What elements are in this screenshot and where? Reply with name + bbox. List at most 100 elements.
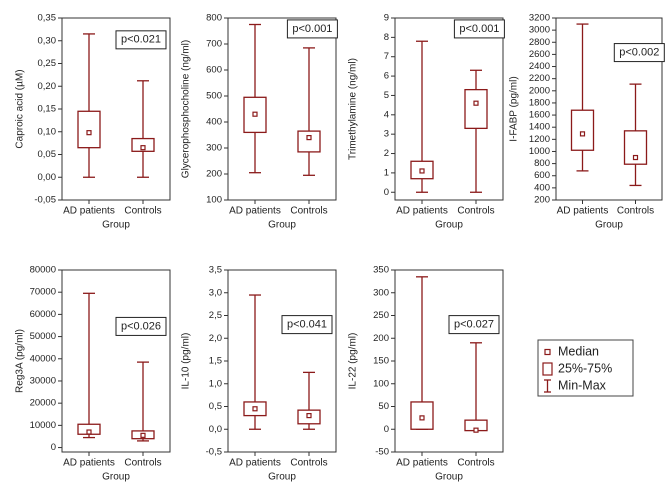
plot-frame <box>227 269 337 453</box>
y-tick-label: 50 <box>378 401 389 412</box>
y-tick-label: -50 <box>375 447 389 458</box>
x-tick-label: AD patients <box>557 206 609 217</box>
y-tick-label: 3000 <box>529 25 550 36</box>
median-marker <box>419 415 425 421</box>
y-axis-label: IL-22 (pg/ml) <box>348 333 359 390</box>
y-tick-label: 800 <box>534 158 550 169</box>
median-marker <box>252 406 258 412</box>
y-tick-label: 6 <box>384 71 389 82</box>
y-tick-label: 0 <box>384 424 389 435</box>
y-tick-label: 2,5 <box>209 310 222 321</box>
y-tick-label: 0 <box>51 442 56 453</box>
y-tick-label: 150 <box>373 356 389 367</box>
y-tick-label: 1200 <box>529 134 550 145</box>
y-tick-label: 2400 <box>529 61 550 72</box>
annotation-box <box>448 315 500 335</box>
x-axis-label: Group <box>102 220 130 231</box>
x-tick-label: Controls <box>617 206 654 217</box>
y-tick-label: 0,05 <box>38 149 57 160</box>
y-tick-label: 100 <box>206 195 222 206</box>
y-tick-label: 1600 <box>529 110 550 121</box>
y-tick-label: 0,25 <box>38 58 57 69</box>
x-tick-label: Controls <box>124 458 161 469</box>
y-tick-label: 70000 <box>30 287 56 298</box>
iqr-box <box>297 130 321 153</box>
y-tick-label: 3,5 <box>209 265 222 276</box>
y-axis-label: Glycerophosphocholine (ng/ml) <box>181 40 192 178</box>
median-marker <box>306 135 312 141</box>
y-tick-label: 10000 <box>30 420 56 431</box>
x-axis-label: Group <box>435 220 463 231</box>
median-marker <box>632 154 639 161</box>
y-tick-label: 0,20 <box>38 81 57 92</box>
median-marker <box>419 168 425 174</box>
y-tick-label: 800 <box>206 13 222 24</box>
y-tick-label: 0,10 <box>38 126 57 137</box>
annotation: p<0.026 <box>121 320 161 332</box>
y-tick-label: 500 <box>206 91 222 102</box>
median-marker <box>579 131 586 137</box>
y-tick-label: 3200 <box>529 13 550 24</box>
y-tick-label: 400 <box>206 117 222 128</box>
y-tick-label: 1400 <box>529 122 550 133</box>
y-tick-label: 1000 <box>529 146 550 157</box>
legend: Median 25%-75% Min-Max <box>537 339 634 397</box>
x-axis-label: Group <box>595 220 623 231</box>
annotation: p<0.002 <box>619 46 659 58</box>
y-tick-label: 5 <box>384 90 389 101</box>
y-tick-label: 2 <box>384 148 389 159</box>
annotation-box <box>115 316 167 336</box>
y-axis-label: Caproic acid (µM) <box>15 69 26 148</box>
y-tick-label: 60000 <box>30 309 56 320</box>
y-axis-label: Reg3A (pg/ml) <box>15 329 26 393</box>
y-tick-label: 400 <box>534 182 550 193</box>
y-tick-label: 40000 <box>30 353 56 364</box>
y-tick-label: 20000 <box>30 398 56 409</box>
y-tick-label: 80000 <box>30 265 56 276</box>
annotation: p<0.021 <box>121 34 161 46</box>
x-tick-label: AD patients <box>396 206 448 217</box>
annotation: p<0.001 <box>292 23 332 35</box>
y-tick-label: 300 <box>206 143 222 154</box>
x-tick-label: AD patients <box>63 206 115 217</box>
x-tick-label: AD patients <box>229 206 281 217</box>
annotation-box <box>613 43 665 63</box>
y-tick-label: 350 <box>373 265 389 276</box>
annotation-box <box>453 19 505 39</box>
y-tick-label: 600 <box>534 170 550 181</box>
y-tick-label: 2,0 <box>209 333 222 344</box>
iqr-box <box>464 88 488 130</box>
y-tick-label: 0 <box>384 187 389 198</box>
y-axis-label: IL-10 (pg/ml) <box>181 333 192 390</box>
median-marker <box>140 432 146 438</box>
plot-frame <box>227 17 337 201</box>
y-tick-label: 4 <box>384 109 389 120</box>
legend-label: Median <box>558 344 599 358</box>
x-tick-label: Controls <box>290 206 327 217</box>
median-marker <box>140 145 146 151</box>
iqr-box <box>623 130 648 165</box>
iqr-box <box>570 109 595 151</box>
y-tick-label: 2800 <box>529 37 550 48</box>
y-tick-label: 1800 <box>529 97 550 108</box>
median-marker <box>86 429 92 435</box>
y-tick-label: 0,00 <box>38 172 57 183</box>
y-tick-label: 8 <box>384 32 389 43</box>
median-marker <box>306 413 312 419</box>
y-tick-label: 2000 <box>529 85 550 96</box>
legend-label: 25%-75% <box>558 361 612 375</box>
y-tick-label: -0,5 <box>206 447 222 458</box>
y-tick-label: 0,30 <box>38 35 57 46</box>
y-tick-label: 100 <box>373 378 389 389</box>
y-tick-label: 600 <box>206 65 222 76</box>
x-axis-label: Group <box>435 472 463 483</box>
median-marker <box>473 427 479 433</box>
x-tick-label: AD patients <box>229 458 281 469</box>
y-tick-label: 250 <box>373 310 389 321</box>
plot-frame <box>555 17 663 201</box>
x-axis-label: Group <box>268 472 296 483</box>
y-tick-label: 7 <box>384 51 389 62</box>
y-tick-label: 300 <box>373 287 389 298</box>
y-tick-label: 0,5 <box>209 401 222 412</box>
